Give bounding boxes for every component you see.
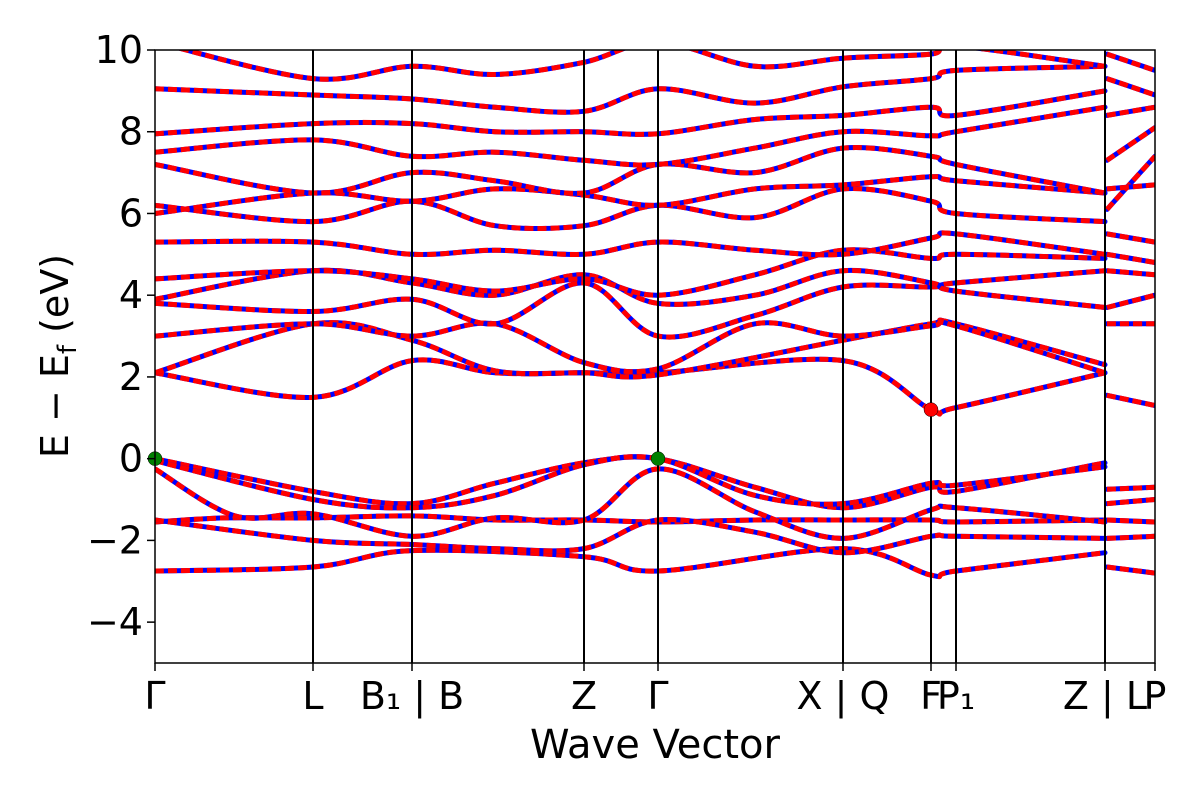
band-20 bbox=[1104, 564, 1155, 576]
band-19-red bbox=[176, 50, 1106, 82]
band-28 bbox=[1104, 268, 1155, 278]
band-3 bbox=[155, 466, 1108, 541]
band-36-red bbox=[1106, 51, 1155, 73]
band-18-blue bbox=[155, 63, 1108, 115]
plot-frame bbox=[154, 49, 1156, 664]
x-axis-ticks: Γ L B₁ | B Z Γ X | Q FP₁ Z | LP bbox=[144, 663, 1166, 719]
x-tick-label-7: P₁ bbox=[937, 674, 975, 718]
band-15-blue bbox=[155, 145, 1108, 196]
band-29 bbox=[1104, 251, 1155, 265]
x-tick-label-5: X | Q bbox=[797, 674, 890, 719]
band-35-red bbox=[1106, 76, 1155, 98]
band-17-red bbox=[155, 88, 1106, 137]
band-21-red bbox=[1106, 533, 1155, 541]
band-27 bbox=[1104, 292, 1155, 310]
band-31 bbox=[1104, 153, 1155, 212]
band-14 bbox=[155, 174, 1108, 216]
x-tick-label-6: F bbox=[920, 674, 942, 718]
kpoint-lines bbox=[312, 50, 1106, 663]
band-27-red bbox=[1106, 292, 1155, 310]
band-25-red bbox=[1106, 392, 1155, 408]
band-32 bbox=[1104, 182, 1155, 192]
y-axis-label-unit: (eV) bbox=[33, 254, 77, 345]
band-22-red bbox=[1106, 517, 1155, 525]
band-22 bbox=[1104, 517, 1155, 525]
x-tick-label-1: L bbox=[302, 674, 323, 718]
band-31-red bbox=[1105, 154, 1155, 212]
band-36 bbox=[1104, 51, 1155, 73]
band-3-red bbox=[155, 466, 1106, 541]
extrema-markers bbox=[147, 402, 939, 466]
y-tick-label-0: −4 bbox=[87, 600, 143, 644]
band-19 bbox=[176, 50, 1108, 82]
band-23 bbox=[1104, 497, 1155, 507]
band-2-red bbox=[155, 517, 1106, 556]
band-30-red bbox=[1106, 231, 1155, 245]
y-tick-label-7: 10 bbox=[95, 28, 143, 72]
band-11 bbox=[155, 247, 1108, 298]
band-8 bbox=[155, 319, 1108, 376]
bands-layer bbox=[155, 50, 1155, 580]
band-20-red bbox=[1106, 564, 1155, 576]
band-0-blue bbox=[155, 546, 1108, 580]
band-8-red bbox=[155, 319, 1106, 376]
band-14-red bbox=[155, 174, 1106, 216]
x-tick-label-8: Z | L bbox=[1063, 674, 1147, 719]
band-24 bbox=[1104, 484, 1155, 492]
extremum-marker-1 bbox=[650, 451, 666, 466]
band-29-red bbox=[1106, 251, 1155, 265]
band-6-red bbox=[155, 356, 1106, 417]
y-tick-label-1: −2 bbox=[87, 518, 143, 562]
y-tick-label-2: 0 bbox=[119, 437, 143, 481]
band-35 bbox=[1104, 76, 1155, 98]
x-tick-label-2: B₁ | B bbox=[360, 674, 464, 719]
y-tick-label-3: 2 bbox=[119, 355, 143, 399]
band-1 bbox=[155, 513, 1108, 525]
band-0 bbox=[155, 546, 1108, 580]
y-axis-label-main: E − E bbox=[33, 354, 77, 458]
band-33-red bbox=[1105, 125, 1155, 163]
y-axis-label: E − Ef (eV) bbox=[33, 254, 83, 458]
x-axis-label: Wave Vector bbox=[530, 722, 781, 768]
x-tick-label-0: Γ bbox=[144, 674, 165, 718]
band-0-red bbox=[155, 546, 1106, 580]
band-30 bbox=[1104, 231, 1155, 245]
band-23-red bbox=[1106, 497, 1155, 507]
band-12 bbox=[155, 230, 1108, 258]
y-tick-label-4: 4 bbox=[119, 273, 143, 317]
band-19-blue bbox=[176, 50, 1108, 82]
band-32-red bbox=[1106, 182, 1155, 192]
band-21 bbox=[1104, 533, 1155, 541]
band-6 bbox=[155, 356, 1108, 417]
band-15 bbox=[155, 145, 1108, 196]
band-2 bbox=[155, 517, 1108, 556]
band-24-red bbox=[1106, 484, 1155, 492]
band-28-red bbox=[1106, 268, 1155, 278]
y-tick-label-6: 8 bbox=[119, 110, 143, 154]
y-tick-label-5: 6 bbox=[119, 191, 143, 235]
x-tick-label-9: P bbox=[1144, 674, 1167, 718]
band-25 bbox=[1104, 392, 1155, 408]
band-33 bbox=[1104, 125, 1155, 163]
x-tick-label-3: Z bbox=[571, 674, 597, 718]
band-18-red bbox=[155, 63, 1106, 115]
y-axis-ticks: −4 −2 0 2 4 6 8 10 bbox=[87, 28, 155, 644]
x-tick-label-4: Γ bbox=[647, 674, 668, 718]
band-34 bbox=[1104, 104, 1155, 118]
band-15-red bbox=[155, 145, 1106, 196]
band-18 bbox=[155, 63, 1108, 115]
y-axis-label-subscript: f bbox=[53, 344, 83, 354]
extremum-marker-2 bbox=[923, 402, 939, 417]
band-34-red bbox=[1106, 104, 1155, 118]
